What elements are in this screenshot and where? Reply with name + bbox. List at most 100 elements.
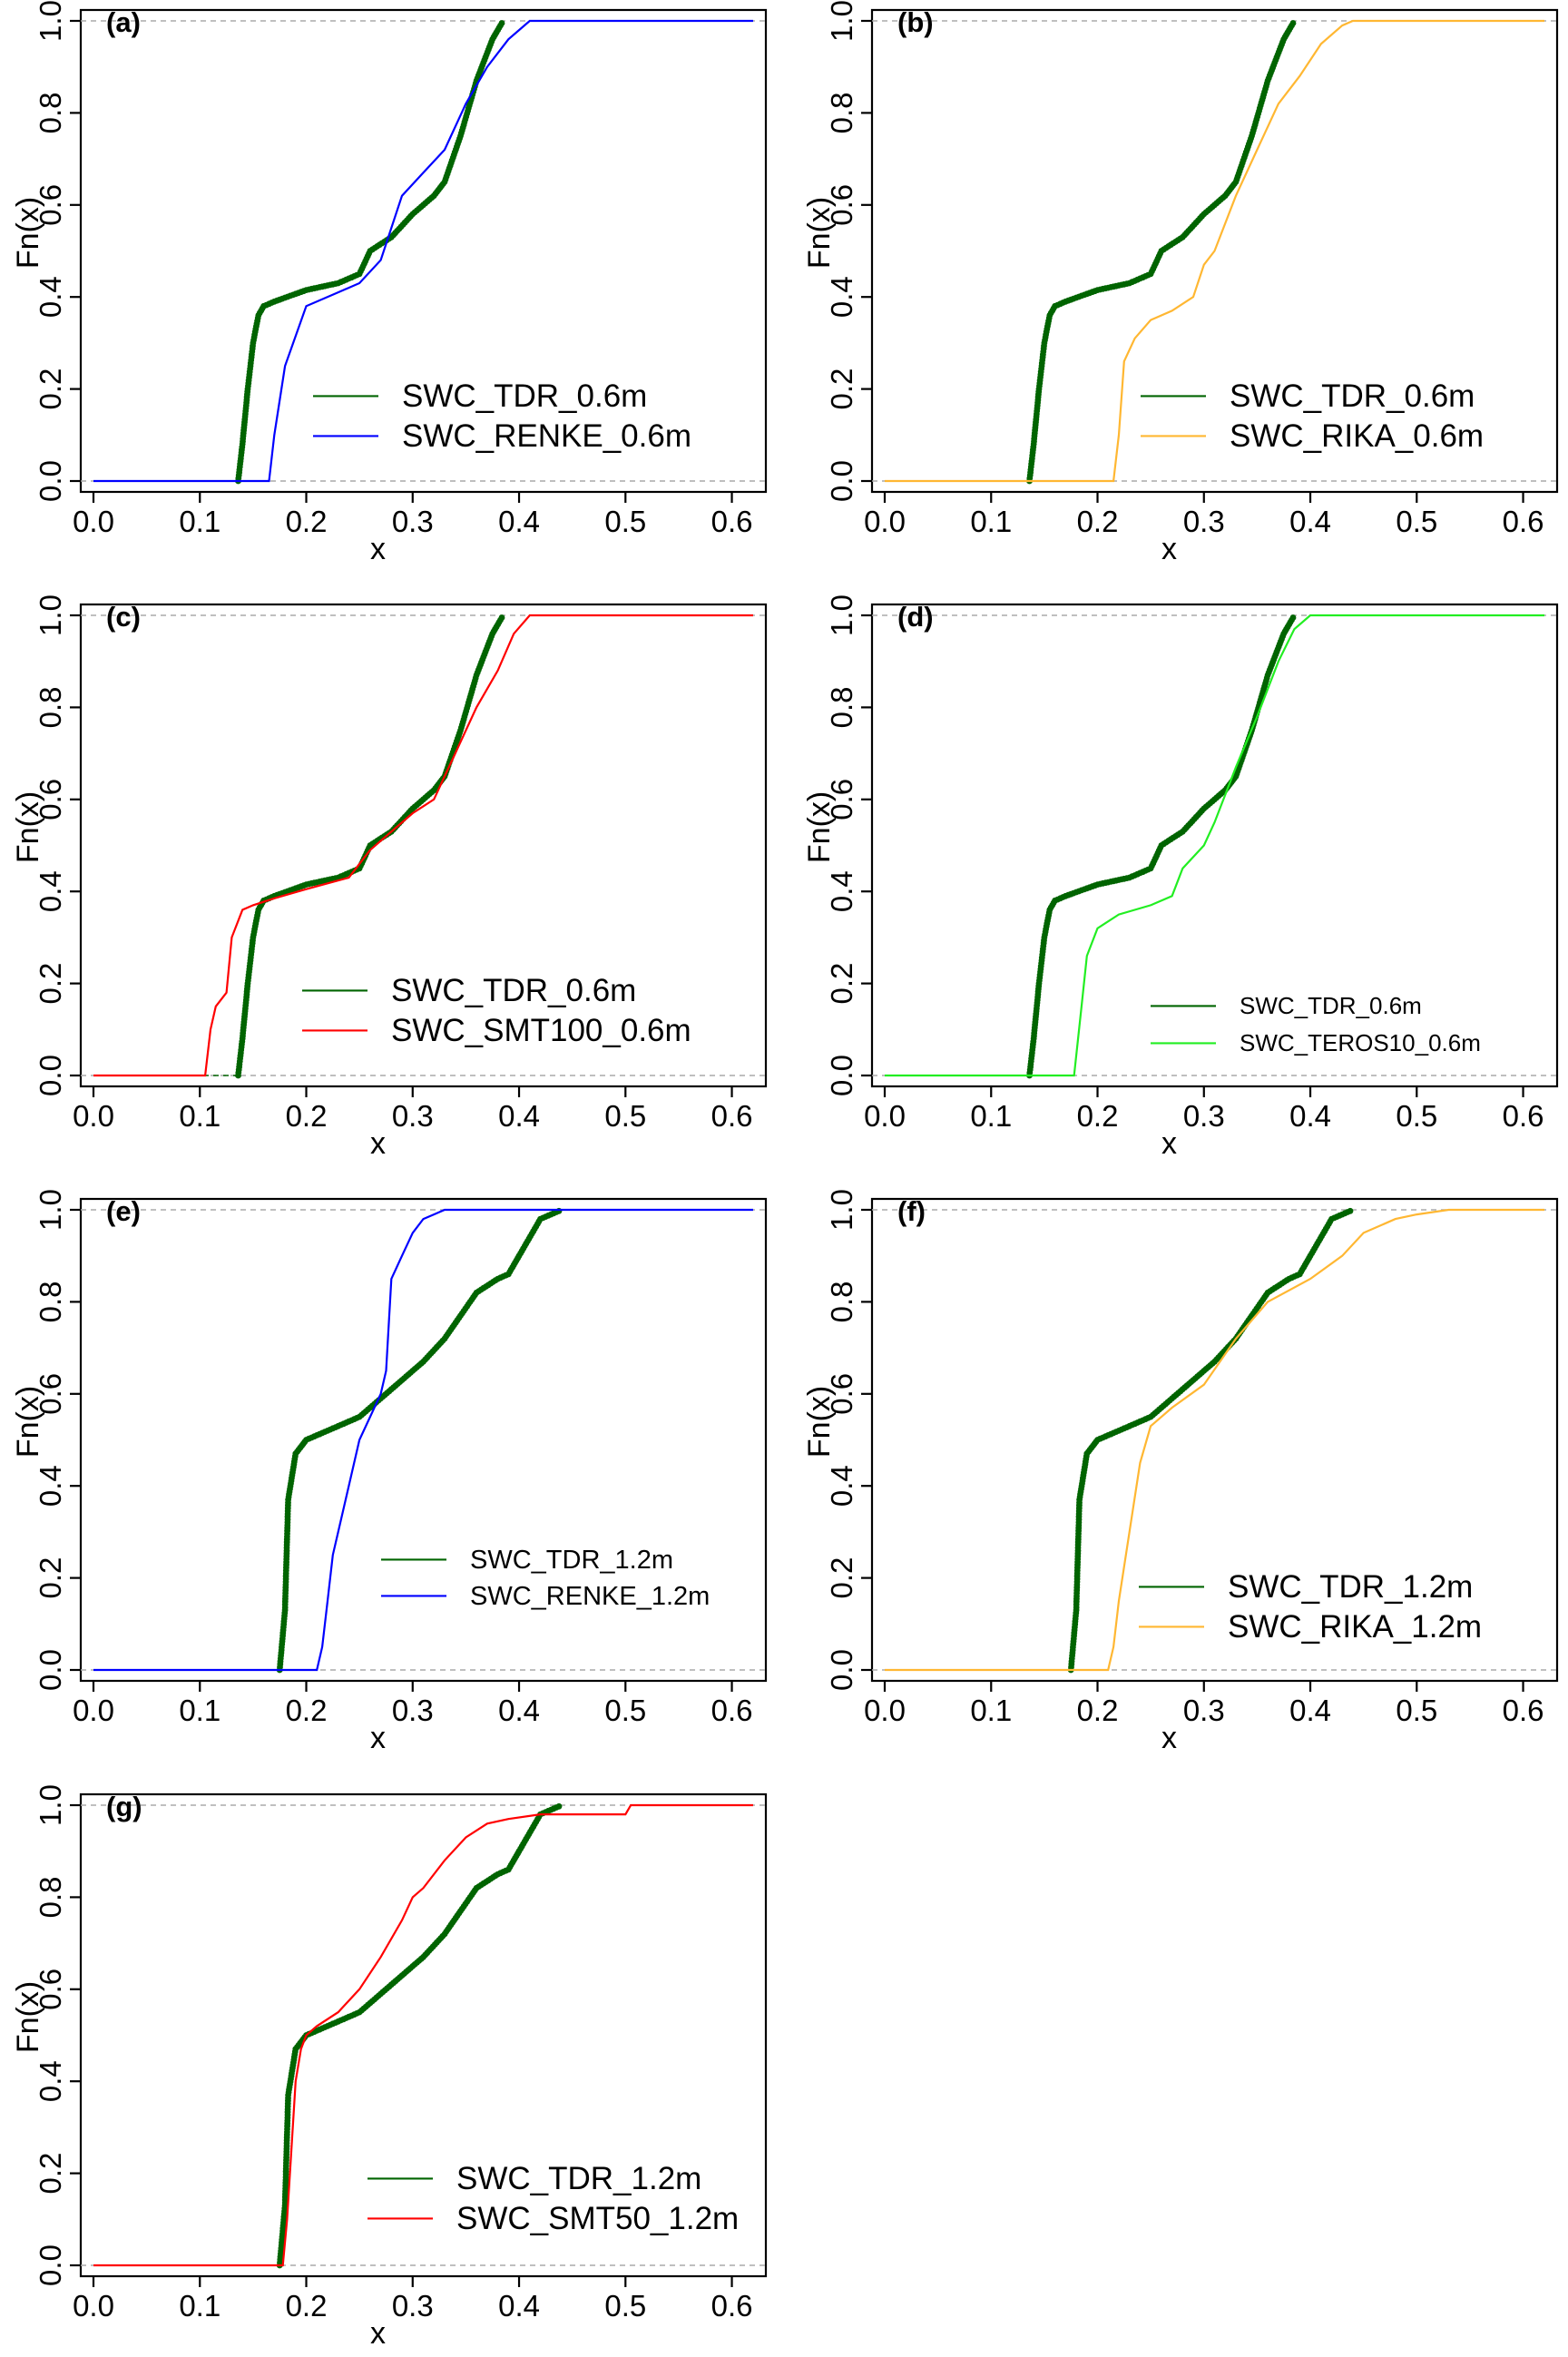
y-tick-label: 0.0 bbox=[825, 1649, 858, 1691]
x-tick-label: 0.2 bbox=[286, 505, 328, 538]
x-tick-label: 0.6 bbox=[1503, 505, 1544, 538]
y-tick-label: 1.0 bbox=[825, 594, 858, 636]
x-tick-label: 0.5 bbox=[604, 2289, 646, 2323]
x-tick-label: 0.2 bbox=[1077, 1694, 1119, 1727]
y-tick-label: 0.8 bbox=[825, 1281, 858, 1322]
y-tick-label: 0.4 bbox=[34, 1465, 67, 1507]
x-tick-label: 0.0 bbox=[864, 505, 906, 538]
x-tick-label: 0.5 bbox=[604, 1694, 646, 1727]
y-tick-label: 0.4 bbox=[34, 276, 67, 318]
legend-label: SWC_RENKE_0.6m bbox=[402, 418, 691, 454]
x-axis-title: x bbox=[370, 532, 386, 566]
x-tick-label: 0.4 bbox=[1289, 1694, 1331, 1727]
panel-label: (c) bbox=[106, 601, 141, 633]
y-axis-title: Fn(x) bbox=[11, 1386, 45, 1458]
x-tick-label: 0.2 bbox=[1077, 505, 1119, 538]
y-tick-label: 0.4 bbox=[825, 276, 858, 318]
x-tick-label: 0.6 bbox=[1503, 1694, 1544, 1727]
x-tick-label: 0.3 bbox=[1183, 1694, 1225, 1727]
plot-frame bbox=[870, 8, 1559, 494]
y-tick-label: 1.0 bbox=[34, 594, 67, 636]
ecdf-series-dots bbox=[235, 614, 505, 1079]
x-tick-label: 0.5 bbox=[1396, 1694, 1437, 1727]
panel-label: (e) bbox=[106, 1195, 141, 1227]
legend-label: SWC_RIKA_0.6m bbox=[1230, 418, 1484, 454]
y-tick-label: 1.0 bbox=[34, 0, 67, 42]
x-axis-title: x bbox=[1161, 532, 1177, 566]
ecdf-point bbox=[555, 1802, 563, 1810]
x-tick-label: 0.5 bbox=[604, 1099, 646, 1133]
x-axis-title: x bbox=[1161, 1721, 1177, 1755]
ecdf-point bbox=[498, 614, 505, 621]
ecdf-series-line bbox=[885, 19, 1544, 483]
y-tick-label: 0.4 bbox=[34, 2060, 67, 2102]
ecdf-point bbox=[498, 20, 505, 26]
y-tick-label: 1.0 bbox=[34, 1784, 67, 1826]
legend-label: SWC_SMT100_0.6m bbox=[391, 1013, 691, 1048]
x-axis-title: x bbox=[370, 1721, 386, 1755]
y-tick-label: 0.8 bbox=[34, 686, 67, 728]
y-axis-title: Fn(x) bbox=[11, 197, 45, 269]
x-tick-label: 0.5 bbox=[604, 505, 646, 538]
y-axis-title: Fn(x) bbox=[802, 197, 837, 269]
x-tick-label: 0.4 bbox=[498, 1099, 540, 1133]
x-tick-label: 0.3 bbox=[1183, 1099, 1225, 1133]
y-axis-title: Fn(x) bbox=[11, 1981, 45, 2053]
ecdf-panel: 0.0 0.1 0.2 0.3 0.4 0.5 0.6 0.0 0.2 0.4 0.6 0.8 1.0 x… bbox=[11, 1784, 768, 2351]
ecdf-panel: 0.0 0.1 0.2 0.3 0.4 0.5 0.6 0.0 0.2 0.4 0.6 0.8 1.0 x… bbox=[11, 594, 768, 1161]
x-axis-title: x bbox=[1161, 1126, 1177, 1161]
x-tick-label: 0.0 bbox=[73, 1694, 114, 1727]
x-tick-label: 0.4 bbox=[1289, 505, 1331, 538]
x-tick-label: 0.4 bbox=[498, 2289, 540, 2323]
x-tick-label: 0.6 bbox=[711, 1694, 753, 1727]
x-tick-label: 0.2 bbox=[286, 1694, 328, 1727]
y-tick-label: 0.6 bbox=[34, 1373, 67, 1415]
ecdf-series-dots bbox=[276, 1802, 563, 2269]
x-tick-label: 0.3 bbox=[392, 1099, 434, 1133]
legend-label: SWC_TDR_1.2m bbox=[470, 1546, 673, 1575]
ecdf-panel: 0.0 0.1 0.2 0.3 0.4 0.5 0.6 0.0 0.2 0.4 0.6 0.8 1.0 x… bbox=[11, 1189, 768, 1755]
ecdf-series-dots bbox=[1067, 1207, 1354, 1674]
x-tick-label: 0.0 bbox=[73, 2289, 114, 2323]
x-tick-label: 0.0 bbox=[73, 1099, 114, 1133]
y-tick-label: 1.0 bbox=[825, 1189, 858, 1231]
legend-label: SWC_RIKA_1.2m bbox=[1228, 1609, 1482, 1645]
y-tick-label: 0.0 bbox=[34, 1649, 67, 1691]
y-tick-label: 0.2 bbox=[34, 2153, 67, 2195]
x-tick-label: 0.3 bbox=[392, 2289, 434, 2323]
x-tick-label: 0.3 bbox=[1183, 505, 1225, 538]
y-tick-label: 0.8 bbox=[34, 92, 67, 133]
x-tick-label: 0.0 bbox=[864, 1099, 906, 1133]
y-tick-label: 1.0 bbox=[825, 0, 858, 42]
ecdf-panel: 0.0 0.1 0.2 0.3 0.4 0.5 0.6 0.0 0.2 0.4 0.6 0.8 1.0 x… bbox=[802, 594, 1559, 1161]
x-tick-label: 0.1 bbox=[179, 1694, 220, 1727]
ecdf-series-line bbox=[93, 1803, 753, 2267]
x-tick-label: 0.6 bbox=[1503, 1099, 1544, 1133]
ecdf-series-dots bbox=[235, 20, 505, 485]
panel-label: (b) bbox=[897, 6, 934, 38]
ecdf-panel: 0.0 0.1 0.2 0.3 0.4 0.5 0.6 0.0 0.2 0.4 0.6 0.8 1.0 x… bbox=[802, 1189, 1559, 1755]
y-tick-label: 0.2 bbox=[825, 1557, 858, 1599]
y-tick-label: 0.4 bbox=[825, 870, 858, 912]
ecdf-point bbox=[1289, 614, 1297, 621]
y-tick-label: 0.6 bbox=[34, 1969, 67, 2010]
x-tick-label: 0.1 bbox=[179, 2289, 220, 2323]
y-tick-label: 0.2 bbox=[825, 963, 858, 1005]
x-tick-label: 0.4 bbox=[498, 1694, 540, 1727]
y-tick-label: 0.6 bbox=[825, 184, 858, 226]
panel-label: (a) bbox=[106, 6, 141, 38]
ecdf-panel: 0.0 0.1 0.2 0.3 0.4 0.5 0.6 0.0 0.2 0.4 0.6 0.8 1.0 x… bbox=[11, 0, 768, 566]
y-tick-label: 0.2 bbox=[825, 368, 858, 410]
plot-frame bbox=[79, 8, 768, 494]
x-axis-title: x bbox=[370, 2316, 386, 2351]
legend-label: SWC_TDR_0.6m bbox=[402, 378, 647, 414]
plot-frame bbox=[870, 1197, 1559, 1683]
y-tick-label: 1.0 bbox=[34, 1189, 67, 1231]
legend-label: SWC_TDR_1.2m bbox=[1228, 1569, 1473, 1605]
x-tick-label: 0.0 bbox=[864, 1694, 906, 1727]
y-axis-title: Fn(x) bbox=[802, 1386, 837, 1458]
y-tick-label: 0.2 bbox=[34, 368, 67, 410]
x-tick-label: 0.6 bbox=[711, 1099, 753, 1133]
y-tick-label: 0.8 bbox=[34, 1281, 67, 1322]
legend-label: SWC_TDR_0.6m bbox=[1230, 378, 1475, 414]
